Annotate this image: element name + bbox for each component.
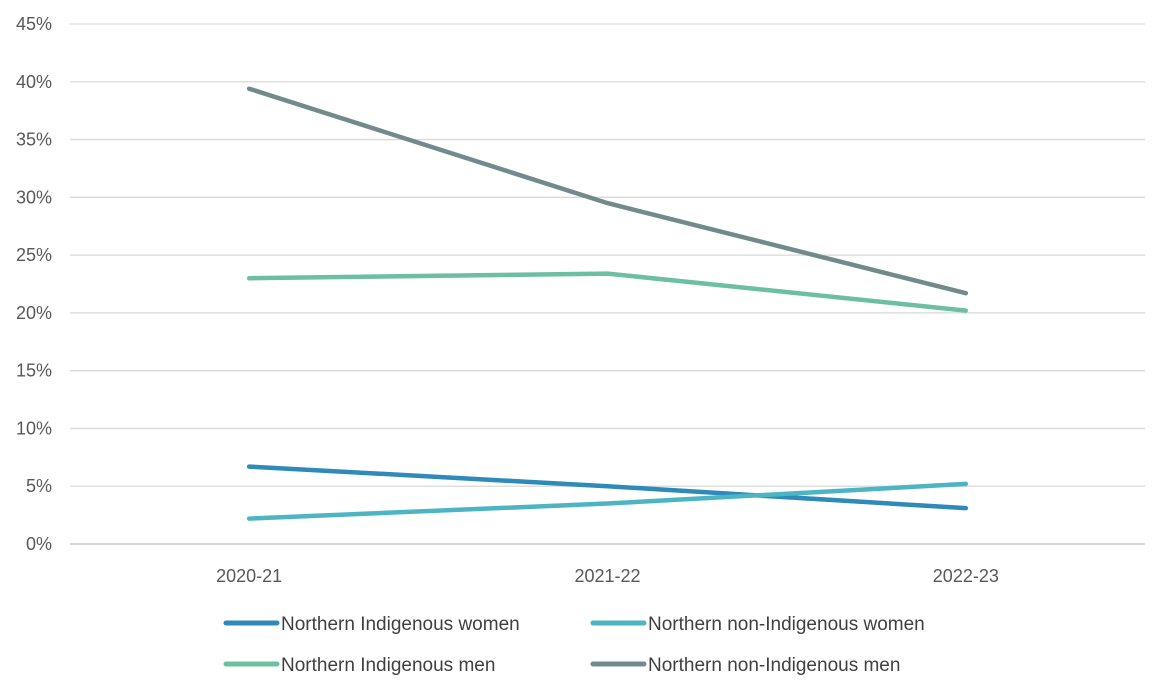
legend-label: Northern non-Indigenous men <box>648 655 900 676</box>
x-axis: 2020-21 2021-22 2022-23 <box>216 566 999 586</box>
y-tick-label: 25% <box>16 245 52 265</box>
legend: Northern Indigenous women Northern non-In… <box>223 614 925 676</box>
legend-item: Northern Indigenous women <box>223 614 520 635</box>
legend-item: Northern non-Indigenous women <box>590 614 925 635</box>
series-line-2 <box>246 271 969 313</box>
y-axis: 0% 5% 10% 15% 20% 25% 30% 35% 40% 45% <box>16 14 52 554</box>
y-tick-label: 0% <box>26 534 52 554</box>
y-tick-label: 40% <box>16 72 52 92</box>
y-tick-label: 5% <box>26 476 52 496</box>
legend-label: Northern Indigenous men <box>281 655 495 676</box>
x-tick-label: 2021-22 <box>574 566 640 586</box>
y-tick-label: 30% <box>16 187 52 207</box>
legend-item: Northern Indigenous men <box>223 655 495 676</box>
x-tick-label: 2020-21 <box>216 566 282 586</box>
series-line-3 <box>246 86 969 296</box>
legend-label: Northern Indigenous women <box>281 614 520 635</box>
y-tick-label: 45% <box>16 14 52 34</box>
legend-label: Northern non-Indigenous women <box>648 614 925 635</box>
series-lines <box>246 86 969 521</box>
gridlines <box>70 23 1145 545</box>
legend-item: Northern non-Indigenous men <box>590 655 900 676</box>
x-tick-label: 2022-23 <box>933 566 999 586</box>
y-tick-label: 20% <box>16 303 52 323</box>
y-tick-label: 15% <box>16 361 52 381</box>
y-tick-label: 10% <box>16 418 52 438</box>
y-tick-label: 35% <box>16 130 52 150</box>
